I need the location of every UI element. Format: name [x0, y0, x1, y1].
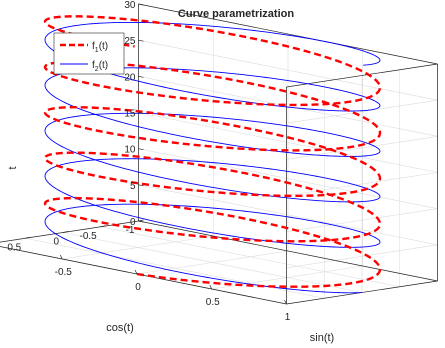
- x-tick-label: 0.5: [7, 242, 21, 253]
- series-line: [44, 21, 381, 294]
- z-tick-mark: [138, 148, 144, 151]
- z-tick-label: 25: [124, 36, 136, 47]
- grid-line: [286, 208, 438, 232]
- y-tick-mark: [284, 299, 287, 305]
- grid-line: [138, 148, 438, 209]
- z-tick-mark: [138, 3, 144, 6]
- grid-line: [138, 112, 438, 173]
- y-tick-mark: [134, 269, 138, 275]
- series-line: [43, 15, 382, 288]
- box-edge: [138, 3, 438, 65]
- z-axis-label: t: [7, 166, 19, 169]
- z-tick-label: 30: [124, 0, 136, 11]
- y-tick-label: 0: [135, 282, 141, 293]
- grid-line: [138, 184, 438, 246]
- grid-line: [286, 136, 438, 160]
- x-tick-mark: [25, 236, 31, 239]
- grid-line: [286, 172, 438, 196]
- legend-box: [53, 32, 125, 75]
- box-edge: [138, 220, 438, 282]
- z-tick-label: 10: [124, 145, 136, 156]
- z-tick-mark: [138, 184, 144, 187]
- grid-line: [286, 99, 438, 124]
- z-tick-label: 15: [124, 109, 136, 120]
- grid-line: [136, 250, 289, 275]
- grid-line: [286, 244, 438, 269]
- grid-line: [138, 39, 438, 101]
- x-axis-label: cos(t): [106, 322, 134, 334]
- x-tick-label: 0: [53, 237, 59, 248]
- z-tick-mark: [138, 220, 144, 223]
- legend: f1(t) f2(t): [53, 32, 125, 75]
- y-tick-label: 1: [285, 312, 291, 323]
- series-2: [44, 21, 381, 294]
- x-tick-label: -1: [126, 225, 135, 236]
- legend-label-f1: f1(t): [92, 41, 108, 54]
- z-tick-label: 5: [130, 181, 136, 192]
- z-tick-mark: [138, 75, 144, 78]
- z-tick-label: 0: [130, 217, 136, 228]
- z-tick-mark: [138, 39, 144, 42]
- z-tick-mark: [138, 112, 144, 114]
- series-1: [43, 15, 382, 288]
- grid-line: [138, 76, 438, 137]
- x-tick-label: -0.5: [80, 231, 98, 242]
- box-edge: [286, 63, 438, 88]
- y-axis-label: sin(t): [310, 332, 334, 344]
- x-tick-mark: [100, 225, 106, 228]
- series-layer: [43, 15, 382, 294]
- z-tick-label: 20: [124, 72, 136, 83]
- y-tick-label: -0.5: [55, 267, 73, 278]
- grid-line: [62, 235, 214, 260]
- legend-label-f2: f2(t): [92, 60, 108, 73]
- chart-title: Curve parametrization: [178, 8, 294, 20]
- y-tick-label: 0.5: [206, 297, 220, 308]
- y-tick-mark: [59, 254, 63, 260]
- y-tick-mark: [209, 284, 213, 290]
- x-tick-mark: [62, 231, 69, 233]
